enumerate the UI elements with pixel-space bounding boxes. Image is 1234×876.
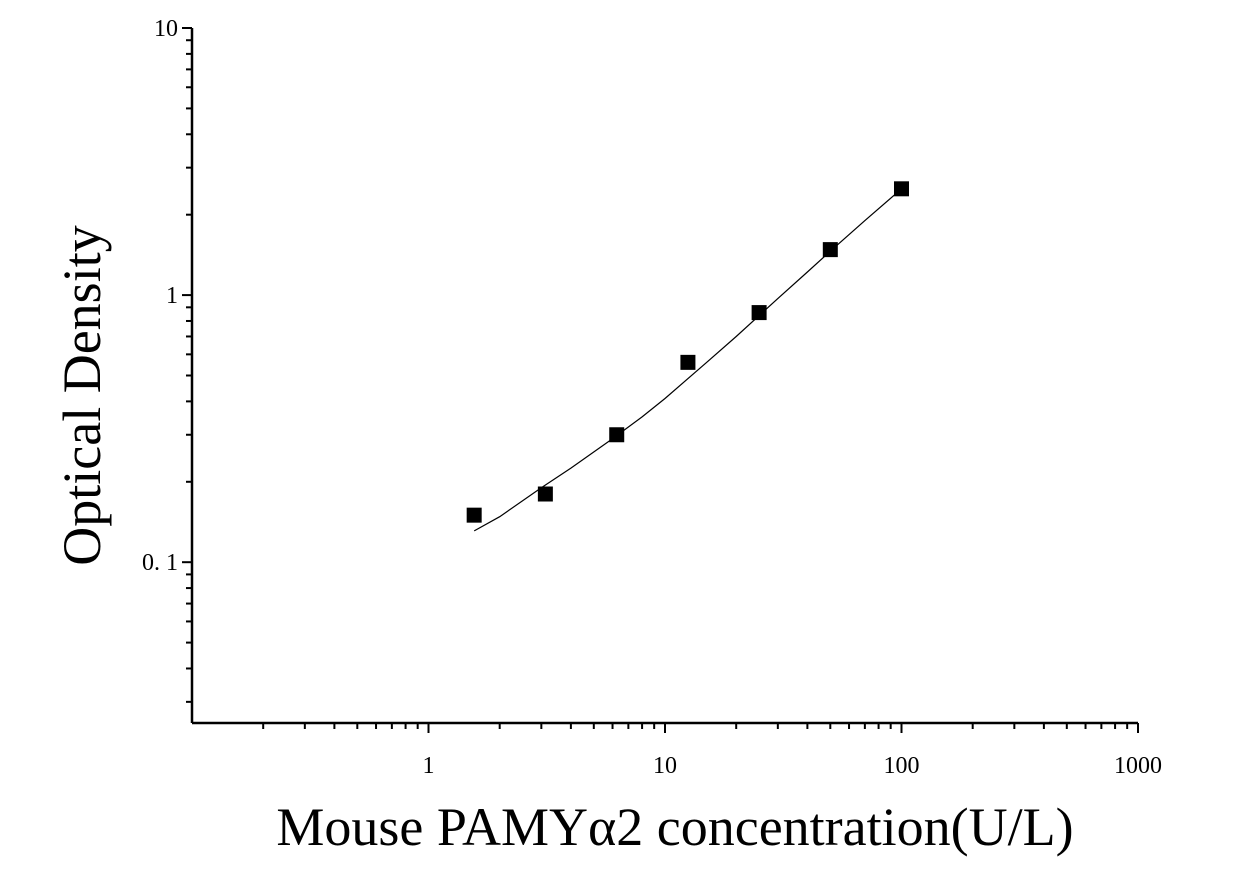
x-tick-label: 1000: [1114, 753, 1162, 779]
y-tick-label: 1: [166, 283, 178, 309]
data-point: [822, 242, 838, 258]
data-point: [894, 181, 909, 197]
data-points: [466, 181, 909, 523]
y-axis-title: Optical Density: [52, 225, 112, 565]
ticks: [182, 27, 1139, 733]
data-point: [680, 354, 696, 370]
data-point: [466, 507, 482, 523]
x-tick-label: 10: [653, 753, 677, 779]
axes: [190, 28, 1138, 725]
y-tick-label: 0. 1: [142, 550, 178, 576]
tick-labels: 1 10 100 1000 0. 1 1 10: [142, 16, 1162, 779]
y-tick-label: 10: [154, 16, 178, 42]
x-tick-label: 1: [423, 753, 435, 779]
data-point: [609, 427, 625, 443]
x-axis-title: Mouse PAMYα2 concentration(U/L): [276, 797, 1073, 857]
data-point: [751, 305, 767, 321]
x-tick-label: 100: [884, 753, 920, 779]
data-point: [537, 486, 553, 502]
